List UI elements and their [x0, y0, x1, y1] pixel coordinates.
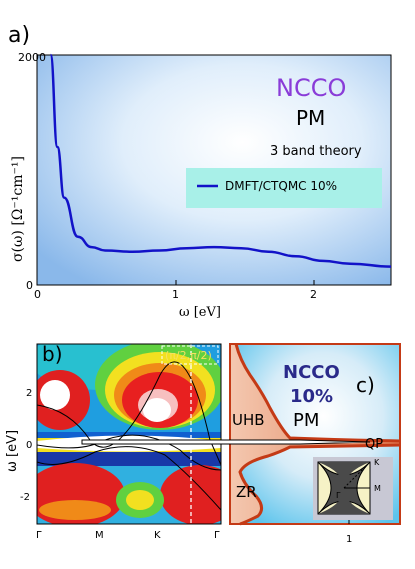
x-tick-2: 2 — [310, 288, 317, 301]
brillouin-zone-inset: K M Γ — [313, 457, 393, 520]
connector-arrow — [81, 439, 371, 445]
series-line-dmft-ctqmc — [49, 53, 392, 268]
panel-c: c) NCCO 10% PM UHB QP ZR 1 K M Γ — [229, 343, 401, 545]
y-tick-0: 0 — [26, 279, 33, 292]
y-axis-label-a: σ(ω) [Ω⁻¹cm⁻¹] — [10, 156, 26, 262]
x-ticks-a — [37, 54, 315, 285]
inset-label-m: M — [374, 484, 381, 493]
peak-label-qp: QP — [365, 437, 383, 452]
plot-frame-c — [229, 343, 401, 525]
y-axis-label-b: ω [eV] — [5, 430, 20, 472]
inset-label-k: K — [374, 458, 380, 467]
kpoint-label: (π/2,π/2) — [165, 349, 212, 362]
kpoint-box — [161, 345, 219, 365]
y-tick-2000: 2000 — [18, 51, 46, 64]
x-tick-b-m: M — [95, 530, 104, 541]
dos-curve — [234, 343, 401, 526]
legend-a: DMFT/CTQMC 10% — [186, 168, 382, 208]
peak-label-uhb: UHB — [232, 411, 265, 429]
panel-b-label: b) — [42, 342, 63, 366]
panel-a: a) 2000 0 0 1 2 ω [eV] σ(ω) [Ω⁻¹cm⁻¹] NC… — [8, 23, 392, 320]
legend-box-a — [186, 168, 382, 208]
chart-title-a: NCCO — [276, 74, 346, 102]
x-tick-c-1: 1 — [346, 534, 352, 545]
plot-frame-b — [36, 343, 222, 525]
y-tick-b-0: 0 — [26, 440, 32, 451]
inset-label-gamma: Γ — [336, 491, 341, 500]
x-tick-1: 1 — [172, 288, 179, 301]
panel-a-label: a) — [8, 23, 30, 48]
x-axis-label-a: ω [eV] — [179, 305, 221, 320]
dos-fill — [230, 344, 400, 524]
panel-c-label: c) — [356, 373, 375, 397]
panel-c-title: NCCO — [283, 362, 340, 383]
x-tick-0: 0 — [34, 288, 41, 301]
y-tick-b-2: 2 — [26, 388, 32, 399]
legend-text-a: DMFT/CTQMC 10% — [225, 179, 337, 193]
panel-c-phase: PM — [293, 410, 319, 431]
y-tick-b-neg2: -2 — [20, 492, 30, 503]
x-tick-b-gamma1: Γ — [36, 530, 42, 541]
x-tick-b-k: K — [154, 530, 161, 541]
chart-subtitle-a: PM — [296, 106, 325, 130]
x-tick-b-gamma2: Γ — [214, 530, 220, 541]
peak-label-zr: ZR — [236, 483, 257, 501]
theory-label-a: 3 band theory — [270, 144, 362, 159]
panel-c-doping: 10% — [290, 386, 333, 407]
